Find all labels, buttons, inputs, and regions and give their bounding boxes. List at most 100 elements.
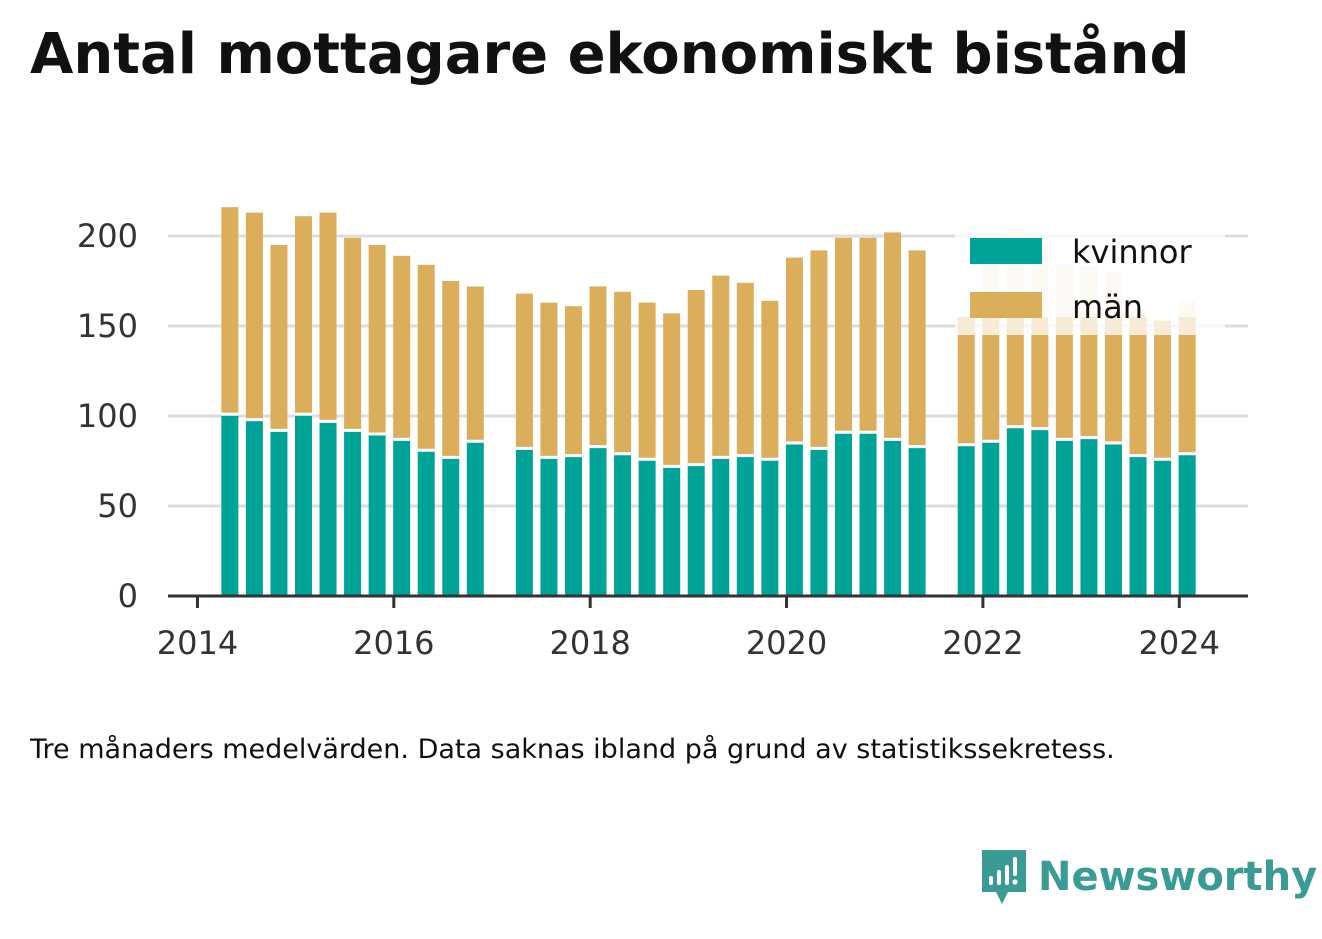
bar-kvinnor (712, 457, 730, 596)
bar-man (417, 264, 435, 451)
chart-title: Antal mottagare ekonomiskt bistånd (30, 22, 1190, 87)
bar-man (957, 317, 975, 445)
bar-kvinnor (540, 457, 558, 596)
x-tick-label: 2018 (549, 624, 630, 662)
bar-kvinnor (859, 432, 877, 596)
y-tick-label: 0 (118, 577, 138, 615)
bar-kvinnor (393, 439, 411, 596)
x-tick-label: 2022 (942, 624, 1023, 662)
y-tick-label: 200 (77, 217, 138, 255)
bar-man (785, 257, 803, 443)
bar-kvinnor (319, 421, 337, 596)
y-tick-label: 100 (77, 397, 138, 435)
bar-kvinnor (982, 441, 1000, 596)
bar-man (515, 293, 533, 449)
bar-man (319, 212, 337, 422)
bar-man (1104, 317, 1122, 443)
caption: Tre månaders medelvärden. Data saknas ib… (30, 734, 1115, 765)
bar-man (393, 255, 411, 440)
bar-kvinnor (1006, 426, 1024, 596)
bar-man (1031, 317, 1049, 429)
bar-kvinnor (564, 455, 582, 596)
bar-kvinnor (614, 453, 632, 596)
bar-man (344, 237, 362, 431)
bar-man (564, 306, 582, 456)
bar-man (982, 317, 1000, 442)
bar-man (614, 291, 632, 454)
bar-kvinnor (417, 450, 435, 596)
bar-man (1178, 317, 1196, 454)
bar-kvinnor (1055, 439, 1073, 596)
bar-man (712, 275, 730, 458)
brand-name: Newsworthy (1038, 854, 1318, 900)
legend: kvinnor män (955, 225, 1225, 335)
legend-swatch-kvinnor (970, 238, 1042, 264)
bar-man (368, 245, 386, 434)
bar-kvinnor (368, 434, 386, 596)
bar-kvinnor (442, 457, 460, 596)
x-tick-label: 2014 (157, 624, 238, 662)
bar-man (663, 313, 681, 467)
bar-kvinnor (294, 414, 312, 596)
bar-man (221, 207, 239, 415)
bar-kvinnor (834, 432, 852, 596)
bar-man (270, 245, 288, 431)
bar-man (1129, 317, 1147, 456)
bar-man (884, 232, 902, 440)
bar-man (810, 250, 828, 449)
bar-man (466, 286, 484, 442)
bar-man (1006, 317, 1024, 427)
legend-label-kvinnor: kvinnor (1072, 233, 1193, 271)
x-ticks: 2014 2016 2018 2020 2022 2024 (157, 596, 1220, 662)
bar-kvinnor (1154, 459, 1172, 596)
bar-kvinnor (515, 448, 533, 596)
bar-kvinnor (957, 444, 975, 596)
bar-man (638, 302, 656, 460)
bar-kvinnor (810, 448, 828, 596)
bar-kvinnor (270, 430, 288, 596)
bar-man (687, 290, 705, 465)
bar-man (1080, 317, 1098, 438)
bar-kvinnor (1178, 453, 1196, 596)
legend-swatch-man (970, 292, 1042, 318)
legend-label-man: män (1072, 288, 1143, 326)
bar-man (1154, 320, 1172, 460)
bar-man (834, 237, 852, 433)
bar-man (908, 250, 926, 447)
bar-man (589, 286, 607, 447)
bar-kvinnor (785, 443, 803, 596)
bar-kvinnor (1080, 437, 1098, 596)
bar-kvinnor (1104, 443, 1122, 596)
bar-kvinnor (589, 446, 607, 596)
bar-kvinnor (344, 430, 362, 596)
bar-man (245, 212, 263, 420)
y-tick-labels: 0 50 100 150 200 (77, 217, 138, 615)
bar-kvinnor (908, 446, 926, 596)
x-tick-label: 2020 (746, 624, 827, 662)
bar-kvinnor (736, 455, 754, 596)
bar-kvinnor (221, 414, 239, 596)
bar-man (1055, 317, 1073, 440)
bar-man (294, 216, 312, 415)
newsworthy-logo-icon (982, 850, 1026, 904)
bar-kvinnor (761, 459, 779, 596)
bar-man (761, 300, 779, 460)
bar-man (540, 302, 558, 458)
bar-kvinnor (663, 466, 681, 596)
bar-kvinnor (687, 464, 705, 596)
bar-man (442, 281, 460, 458)
chart: 0 50 100 150 200 kvinnor män 2014 2016 2018 202… (77, 207, 1248, 662)
bar-man (736, 282, 754, 456)
bar-kvinnor (466, 441, 484, 596)
bar-kvinnor (1031, 428, 1049, 596)
brand-logo[interactable]: Newsworthy (980, 848, 1317, 906)
bar-kvinnor (245, 419, 263, 596)
x-tick-label: 2016 (353, 624, 434, 662)
bar-kvinnor (638, 459, 656, 596)
y-tick-label: 50 (97, 487, 138, 525)
x-tick-label: 2024 (1139, 624, 1220, 662)
bar-kvinnor (884, 439, 902, 596)
bar-kvinnor (1129, 455, 1147, 596)
bar-man (859, 237, 877, 433)
y-tick-label: 150 (77, 307, 138, 345)
